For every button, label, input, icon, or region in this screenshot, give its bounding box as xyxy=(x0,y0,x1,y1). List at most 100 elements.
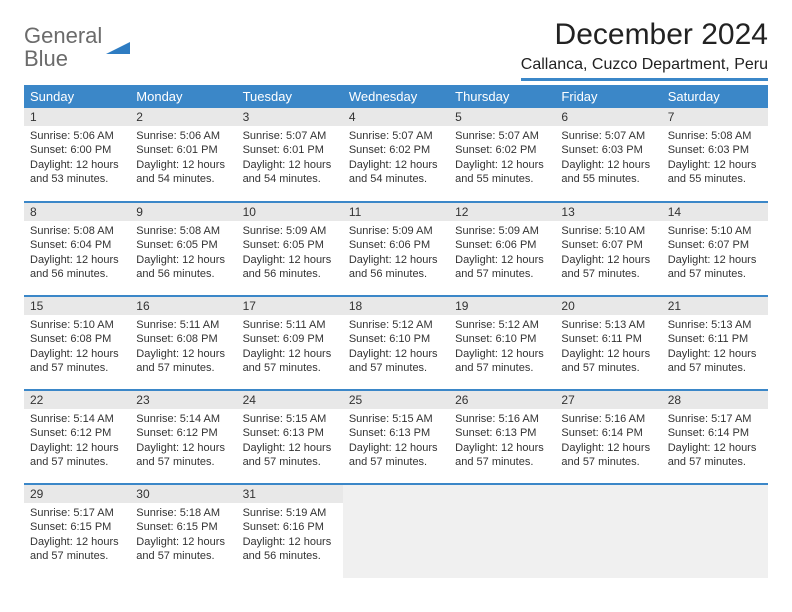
sunrise-line: Sunrise: 5:15 AM xyxy=(349,412,443,426)
calendar-cell: 21Sunrise: 5:13 AMSunset: 6:11 PMDayligh… xyxy=(662,296,768,390)
sunset-line: Sunset: 6:10 PM xyxy=(349,332,443,346)
day-details: Sunrise: 5:09 AMSunset: 6:05 PMDaylight:… xyxy=(237,221,343,285)
daylight-line: Daylight: 12 hours and 56 minutes. xyxy=(243,535,337,564)
daylight-line: Daylight: 12 hours and 57 minutes. xyxy=(561,347,655,376)
calendar-cell: 18Sunrise: 5:12 AMSunset: 6:10 PMDayligh… xyxy=(343,296,449,390)
calendar-row: 22Sunrise: 5:14 AMSunset: 6:12 PMDayligh… xyxy=(24,390,768,484)
logo-line2: Blue xyxy=(24,47,102,70)
day-details: Sunrise: 5:10 AMSunset: 6:07 PMDaylight:… xyxy=(555,221,661,285)
day-details: Sunrise: 5:11 AMSunset: 6:08 PMDaylight:… xyxy=(130,315,236,379)
calendar-cell: 13Sunrise: 5:10 AMSunset: 6:07 PMDayligh… xyxy=(555,202,661,296)
day-number: 1 xyxy=(24,108,130,126)
day-number: 9 xyxy=(130,203,236,221)
daylight-line: Daylight: 12 hours and 57 minutes. xyxy=(136,535,230,564)
calendar-table: Sunday Monday Tuesday Wednesday Thursday… xyxy=(24,85,768,578)
location: Callanca, Cuzco Department, Peru xyxy=(521,56,768,81)
weekday-header: Monday xyxy=(130,85,236,108)
calendar-cell: 12Sunrise: 5:09 AMSunset: 6:06 PMDayligh… xyxy=(449,202,555,296)
day-details: Sunrise: 5:14 AMSunset: 6:12 PMDaylight:… xyxy=(130,409,236,473)
logo: General Blue xyxy=(24,18,130,70)
day-number: 23 xyxy=(130,391,236,409)
day-number: 16 xyxy=(130,297,236,315)
sunset-line: Sunset: 6:01 PM xyxy=(243,143,337,157)
day-details: Sunrise: 5:12 AMSunset: 6:10 PMDaylight:… xyxy=(449,315,555,379)
daylight-line: Daylight: 12 hours and 57 minutes. xyxy=(668,253,762,282)
weekday-header: Wednesday xyxy=(343,85,449,108)
weekday-header: Tuesday xyxy=(237,85,343,108)
calendar-cell: 6Sunrise: 5:07 AMSunset: 6:03 PMDaylight… xyxy=(555,108,661,202)
calendar-cell xyxy=(449,484,555,578)
calendar-cell: 23Sunrise: 5:14 AMSunset: 6:12 PMDayligh… xyxy=(130,390,236,484)
day-details: Sunrise: 5:07 AMSunset: 6:03 PMDaylight:… xyxy=(555,126,661,190)
day-number: 26 xyxy=(449,391,555,409)
sunrise-line: Sunrise: 5:09 AM xyxy=(243,224,337,238)
daylight-line: Daylight: 12 hours and 54 minutes. xyxy=(243,158,337,187)
sunset-line: Sunset: 6:03 PM xyxy=(668,143,762,157)
daylight-line: Daylight: 12 hours and 57 minutes. xyxy=(30,441,124,470)
day-details: Sunrise: 5:14 AMSunset: 6:12 PMDaylight:… xyxy=(24,409,130,473)
sunset-line: Sunset: 6:02 PM xyxy=(455,143,549,157)
sunrise-line: Sunrise: 5:07 AM xyxy=(349,129,443,143)
daylight-line: Daylight: 12 hours and 54 minutes. xyxy=(349,158,443,187)
calendar-body: 1Sunrise: 5:06 AMSunset: 6:00 PMDaylight… xyxy=(24,108,768,578)
daylight-line: Daylight: 12 hours and 57 minutes. xyxy=(455,347,549,376)
day-number: 12 xyxy=(449,203,555,221)
sunset-line: Sunset: 6:13 PM xyxy=(243,426,337,440)
day-number: 2 xyxy=(130,108,236,126)
day-details: Sunrise: 5:17 AMSunset: 6:14 PMDaylight:… xyxy=(662,409,768,473)
calendar-cell: 5Sunrise: 5:07 AMSunset: 6:02 PMDaylight… xyxy=(449,108,555,202)
sunrise-line: Sunrise: 5:11 AM xyxy=(136,318,230,332)
sunset-line: Sunset: 6:08 PM xyxy=(136,332,230,346)
day-details: Sunrise: 5:08 AMSunset: 6:03 PMDaylight:… xyxy=(662,126,768,190)
sunset-line: Sunset: 6:03 PM xyxy=(561,143,655,157)
daylight-line: Daylight: 12 hours and 57 minutes. xyxy=(668,347,762,376)
day-details: Sunrise: 5:13 AMSunset: 6:11 PMDaylight:… xyxy=(555,315,661,379)
daylight-line: Daylight: 12 hours and 57 minutes. xyxy=(136,441,230,470)
day-number: 4 xyxy=(343,108,449,126)
day-number: 6 xyxy=(555,108,661,126)
sunset-line: Sunset: 6:06 PM xyxy=(455,238,549,252)
calendar-row: 29Sunrise: 5:17 AMSunset: 6:15 PMDayligh… xyxy=(24,484,768,578)
sunrise-line: Sunrise: 5:08 AM xyxy=(668,129,762,143)
day-number: 29 xyxy=(24,485,130,503)
daylight-line: Daylight: 12 hours and 57 minutes. xyxy=(30,347,124,376)
sunrise-line: Sunrise: 5:17 AM xyxy=(668,412,762,426)
daylight-line: Daylight: 12 hours and 56 minutes. xyxy=(30,253,124,282)
calendar-cell: 26Sunrise: 5:16 AMSunset: 6:13 PMDayligh… xyxy=(449,390,555,484)
day-details: Sunrise: 5:08 AMSunset: 6:04 PMDaylight:… xyxy=(24,221,130,285)
sunset-line: Sunset: 6:14 PM xyxy=(561,426,655,440)
day-details: Sunrise: 5:09 AMSunset: 6:06 PMDaylight:… xyxy=(343,221,449,285)
day-details: Sunrise: 5:16 AMSunset: 6:13 PMDaylight:… xyxy=(449,409,555,473)
sunset-line: Sunset: 6:15 PM xyxy=(30,520,124,534)
day-details: Sunrise: 5:10 AMSunset: 6:07 PMDaylight:… xyxy=(662,221,768,285)
sunrise-line: Sunrise: 5:13 AM xyxy=(561,318,655,332)
daylight-line: Daylight: 12 hours and 57 minutes. xyxy=(561,253,655,282)
sunrise-line: Sunrise: 5:07 AM xyxy=(455,129,549,143)
sunrise-line: Sunrise: 5:14 AM xyxy=(136,412,230,426)
day-number: 22 xyxy=(24,391,130,409)
calendar-cell: 11Sunrise: 5:09 AMSunset: 6:06 PMDayligh… xyxy=(343,202,449,296)
sunrise-line: Sunrise: 5:07 AM xyxy=(243,129,337,143)
day-details: Sunrise: 5:19 AMSunset: 6:16 PMDaylight:… xyxy=(237,503,343,567)
calendar-cell: 7Sunrise: 5:08 AMSunset: 6:03 PMDaylight… xyxy=(662,108,768,202)
daylight-line: Daylight: 12 hours and 54 minutes. xyxy=(136,158,230,187)
month-title: December 2024 xyxy=(521,18,768,52)
sunrise-line: Sunrise: 5:11 AM xyxy=(243,318,337,332)
sunset-line: Sunset: 6:15 PM xyxy=(136,520,230,534)
daylight-line: Daylight: 12 hours and 57 minutes. xyxy=(243,347,337,376)
day-details: Sunrise: 5:08 AMSunset: 6:05 PMDaylight:… xyxy=(130,221,236,285)
sunset-line: Sunset: 6:07 PM xyxy=(668,238,762,252)
daylight-line: Daylight: 12 hours and 57 minutes. xyxy=(243,441,337,470)
sunrise-line: Sunrise: 5:15 AM xyxy=(243,412,337,426)
sunset-line: Sunset: 6:16 PM xyxy=(243,520,337,534)
calendar-row: 1Sunrise: 5:06 AMSunset: 6:00 PMDaylight… xyxy=(24,108,768,202)
daylight-line: Daylight: 12 hours and 57 minutes. xyxy=(668,441,762,470)
day-number: 27 xyxy=(555,391,661,409)
day-number: 19 xyxy=(449,297,555,315)
calendar-cell: 24Sunrise: 5:15 AMSunset: 6:13 PMDayligh… xyxy=(237,390,343,484)
sunset-line: Sunset: 6:00 PM xyxy=(30,143,124,157)
calendar-cell: 2Sunrise: 5:06 AMSunset: 6:01 PMDaylight… xyxy=(130,108,236,202)
calendar-cell: 25Sunrise: 5:15 AMSunset: 6:13 PMDayligh… xyxy=(343,390,449,484)
sunrise-line: Sunrise: 5:10 AM xyxy=(30,318,124,332)
daylight-line: Daylight: 12 hours and 55 minutes. xyxy=(561,158,655,187)
